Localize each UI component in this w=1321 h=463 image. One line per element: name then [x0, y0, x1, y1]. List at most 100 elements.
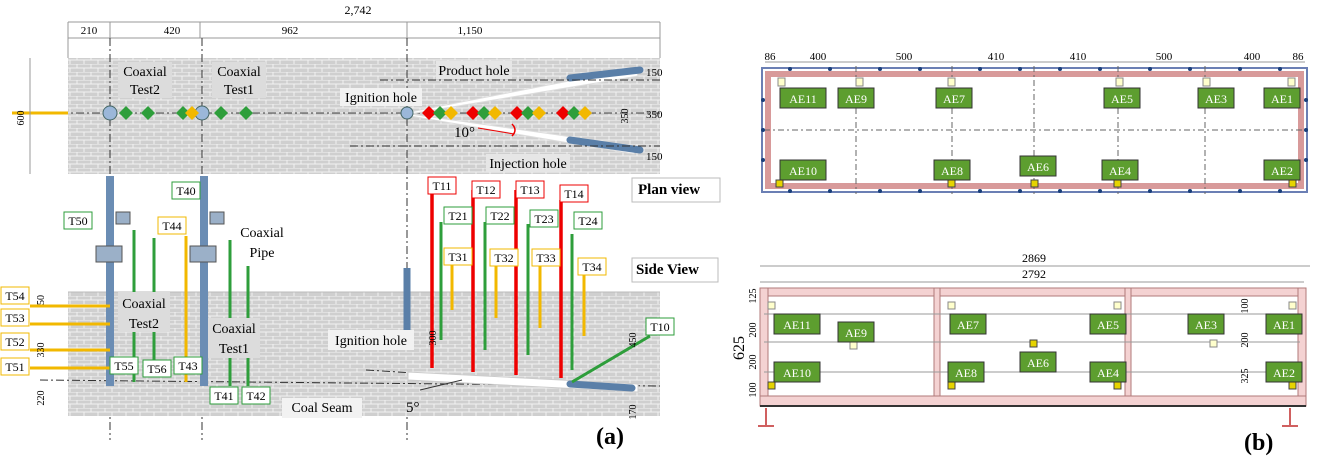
coaxial-test2-label: Coaxial Test2 — [118, 62, 172, 98]
tag-t34: T34 — [582, 260, 601, 274]
b-side-total-inner: 2792 — [1022, 267, 1046, 281]
tag-t41: T41 — [214, 389, 233, 403]
b-top-label-ae8: AE8 — [941, 164, 963, 178]
side-view: T11 T12 T13 T14 T21 T22 T23 T24 T31 T32 … — [0, 176, 675, 420]
b-top-label-ae10: AE10 — [789, 164, 817, 178]
b-side-total-outer: 2869 — [1022, 251, 1046, 265]
svg-text:Pipe: Pipe — [250, 246, 275, 261]
side-dim-50: 50 — [36, 295, 47, 305]
b-top-dim-8: 86 — [1293, 51, 1305, 63]
tag-t22: T22 — [490, 209, 509, 223]
b-top-label-ae2: AE2 — [1271, 164, 1293, 178]
b-top-dim-1: 86 — [765, 51, 777, 63]
tag-t14: T14 — [564, 187, 583, 201]
tag-t21: T21 — [448, 209, 467, 223]
tag-t11: T11 — [433, 179, 452, 193]
coaxial-test1-label: Coaxial Test1 — [212, 62, 266, 98]
b-side-label-ae9: AE9 — [845, 326, 867, 340]
b-top-dim-7: 400 — [1244, 51, 1261, 63]
svg-text:Test2: Test2 — [130, 83, 160, 98]
side-tag-boxes: T11 T12 T13 T14 T21 T22 T23 T24 T31 T32 … — [0, 176, 675, 405]
side-dim-330: 330 — [36, 343, 47, 358]
b-side-label-ae11: AE11 — [783, 318, 811, 332]
b-top-label-ae6: AE6 — [1027, 160, 1049, 174]
panel-a-top-dimensions: 2,742 210 420 962 1,150 — [67, 3, 661, 58]
b-side-label-ae3: AE3 — [1195, 318, 1217, 332]
coal-seam-label: Coal Seam — [291, 401, 352, 416]
b-side-left-125: 125 — [748, 289, 759, 304]
tag-t40: T40 — [176, 184, 195, 198]
dim-total: 2,742 — [345, 3, 372, 17]
plan-dim-right-top: 150 — [646, 67, 663, 79]
b-side-label-ae7: AE7 — [957, 318, 979, 332]
b-top-label-ae9: AE9 — [845, 92, 867, 106]
tag-t50: T50 — [68, 214, 87, 228]
plan-dim-right-center: 350 — [646, 109, 663, 121]
side-dim-300: 300 — [428, 331, 439, 346]
b-side-label-ae10: AE10 — [783, 366, 811, 380]
tag-t31: T31 — [448, 250, 467, 264]
tag-t42: T42 — [246, 389, 265, 403]
tag-t24: T24 — [578, 214, 597, 228]
b-side-left-200b: 200 — [748, 355, 759, 370]
b-side-left-100: 100 — [748, 383, 759, 398]
plan-angle-label: 10° — [454, 125, 475, 141]
product-hole-label: Product hole — [438, 64, 509, 79]
svg-text:Test2: Test2 — [129, 317, 159, 332]
side-ignition-hole-label: Ignition hole — [335, 334, 407, 349]
b-side-height: 625 — [731, 336, 748, 360]
tag-t12: T12 — [476, 183, 495, 197]
b-top-sensor-ae11 — [779, 87, 827, 109]
b-top-label-ae1: AE1 — [1271, 92, 1293, 106]
b-top-label-ae11: AE11 — [789, 92, 817, 106]
side-dim-450: 450 — [628, 333, 639, 348]
b-top-dim-5: 410 — [1070, 51, 1087, 63]
b-side-left-200a: 200 — [748, 323, 759, 338]
b-side-label-ae8: AE8 — [955, 366, 977, 380]
b-side-right-325: 325 — [1240, 369, 1251, 384]
tag-t10: T10 — [650, 320, 669, 334]
b-top-label-ae3: AE3 — [1205, 92, 1227, 106]
injection-hole-label: Injection hole — [489, 157, 566, 172]
tag-t23: T23 — [534, 212, 553, 226]
plan-view: Coaxial Test2 Coaxial Test1 Product hole… — [12, 38, 663, 440]
dim-seg-4: 1,150 — [458, 25, 483, 37]
side-dim-170: 170 — [628, 405, 639, 420]
svg-text:Test1: Test1 — [224, 83, 254, 98]
b-top-dim-3: 500 — [896, 51, 913, 63]
dim-seg-2: 420 — [164, 25, 181, 37]
b-top-label-ae5: AE5 — [1111, 92, 1133, 106]
side-dim-220: 220 — [36, 391, 47, 406]
tag-t13: T13 — [520, 183, 539, 197]
svg-text:Coaxial: Coaxial — [240, 226, 284, 241]
panel-a-label: (a) — [596, 424, 624, 450]
side-coaxial-test2-label: Coaxial Test2 — [118, 292, 170, 332]
tag-t54: T54 — [5, 289, 24, 303]
b-side-label-ae2: AE2 — [1273, 366, 1295, 380]
b-side-label-ae6: AE6 — [1027, 356, 1049, 370]
plan-thermocouple-markers — [119, 106, 592, 120]
dim-seg-3: 962 — [282, 25, 299, 37]
b-top-dim-6: 500 — [1156, 51, 1173, 63]
b-top-label-ae4: AE4 — [1109, 164, 1131, 178]
side-view-title: Side View — [636, 262, 699, 278]
tag-t51: T51 — [5, 360, 24, 374]
tag-t52: T52 — [5, 335, 24, 349]
dim-seg-1: 210 — [81, 25, 98, 37]
tag-t33: T33 — [536, 251, 555, 265]
plan-dim-right-mid: 350 — [620, 109, 631, 124]
svg-text:Coaxial: Coaxial — [123, 65, 167, 80]
plan-dim-right-bottom: 150 — [646, 151, 663, 163]
plan-view-title: Plan view — [638, 182, 700, 198]
panel-b-side-view: 2869 2792 625 125 200 200 100 100 200 32… — [731, 251, 1310, 427]
coaxial-pipe-label: Coaxial Pipe — [236, 220, 288, 261]
svg-text:Coaxial: Coaxial — [217, 65, 261, 80]
coaxial-test2-marker — [102, 105, 118, 121]
tag-t56: T56 — [147, 362, 166, 376]
b-side-right-200: 200 — [1240, 333, 1251, 348]
tag-t44: T44 — [162, 219, 181, 233]
panel-b-top-view: 86 400 500 410 410 500 400 86 — [761, 51, 1308, 194]
b-top-dim-2: 400 — [810, 51, 827, 63]
b-top-dim-4: 410 — [988, 51, 1005, 63]
